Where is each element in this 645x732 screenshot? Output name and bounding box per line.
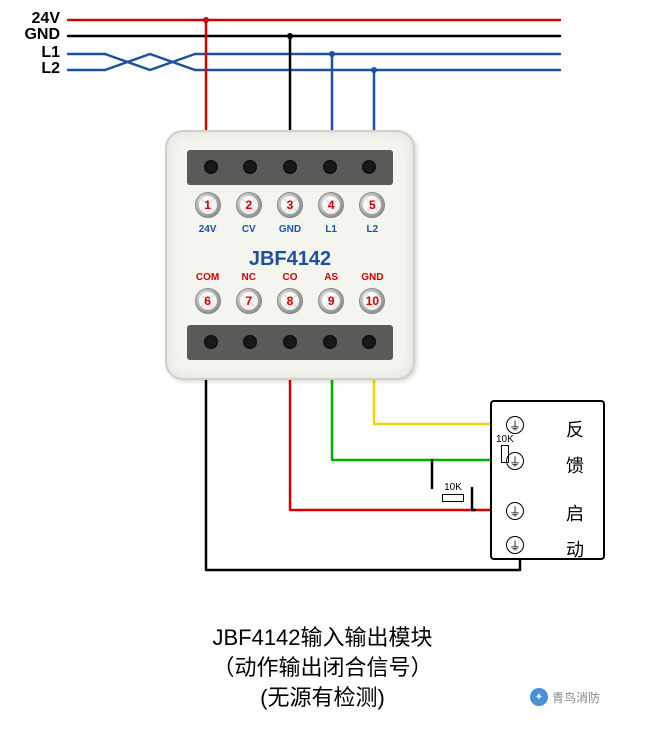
watermark-icon: ✦ xyxy=(530,688,548,706)
resistor-10k: 10K xyxy=(442,482,464,505)
external-label: 启 xyxy=(566,500,584,526)
terminal-label: CO xyxy=(277,272,303,286)
terminal-label: NC xyxy=(236,272,262,286)
external-label: 动 xyxy=(566,536,584,562)
screw-terminal: 2 xyxy=(236,192,262,218)
resistor-10k: 10K xyxy=(496,434,514,463)
module-jbf4142: 12345 24VCVGNDL1L2 JBF4142 COMNCCOASGND … xyxy=(165,130,415,380)
watermark-text: 青鸟消防 xyxy=(552,689,600,706)
bot-label-row: COM NC CO AS GND xyxy=(187,272,393,286)
screw-terminal: 3 xyxy=(277,192,303,218)
model-label: JBF4142 xyxy=(167,248,413,271)
terminal-label: GND xyxy=(277,224,303,238)
terminal-label: GND xyxy=(359,272,385,286)
external-terminal: ⏚ xyxy=(506,536,528,554)
external-label: 馈 xyxy=(566,452,584,478)
caption-line2: （动作输出闭合信号） xyxy=(0,650,645,682)
screw-terminal: 7 xyxy=(236,288,262,314)
screw-terminal: 5 xyxy=(359,192,385,218)
terminal-label: CV xyxy=(236,224,262,238)
terminal-label: AS xyxy=(318,272,344,286)
screw-terminal: 6 xyxy=(195,288,221,314)
top-screw-row: 12345 xyxy=(187,192,393,222)
terminal-label: L1 xyxy=(318,224,344,238)
top-label-row: 24V CV GND L1 L2 xyxy=(187,224,393,238)
external-terminal: ⏚ xyxy=(506,502,528,520)
rail-label-gnd: GND xyxy=(0,26,60,44)
screw-terminal: 10 xyxy=(359,288,385,314)
screw-terminal: 1 xyxy=(195,192,221,218)
rail-label-l2: L2 xyxy=(0,60,60,78)
terminal-label: L2 xyxy=(359,224,385,238)
external-terminal: ⏚ xyxy=(506,416,528,434)
bot-terminal-block xyxy=(187,325,393,360)
watermark: ✦ 青鸟消防 xyxy=(530,688,600,706)
screw-terminal: 8 xyxy=(277,288,303,314)
caption-line1: JBF4142输入输出模块 xyxy=(0,620,645,652)
screw-terminal: 9 xyxy=(318,288,344,314)
bot-screw-row: 6789 10 xyxy=(187,288,393,318)
terminal-label: 24V xyxy=(195,224,221,238)
screw-terminal: 4 xyxy=(318,192,344,218)
top-terminal-block xyxy=(187,150,393,185)
terminal-label: COM xyxy=(195,272,221,286)
external-label: 反 xyxy=(566,416,584,442)
